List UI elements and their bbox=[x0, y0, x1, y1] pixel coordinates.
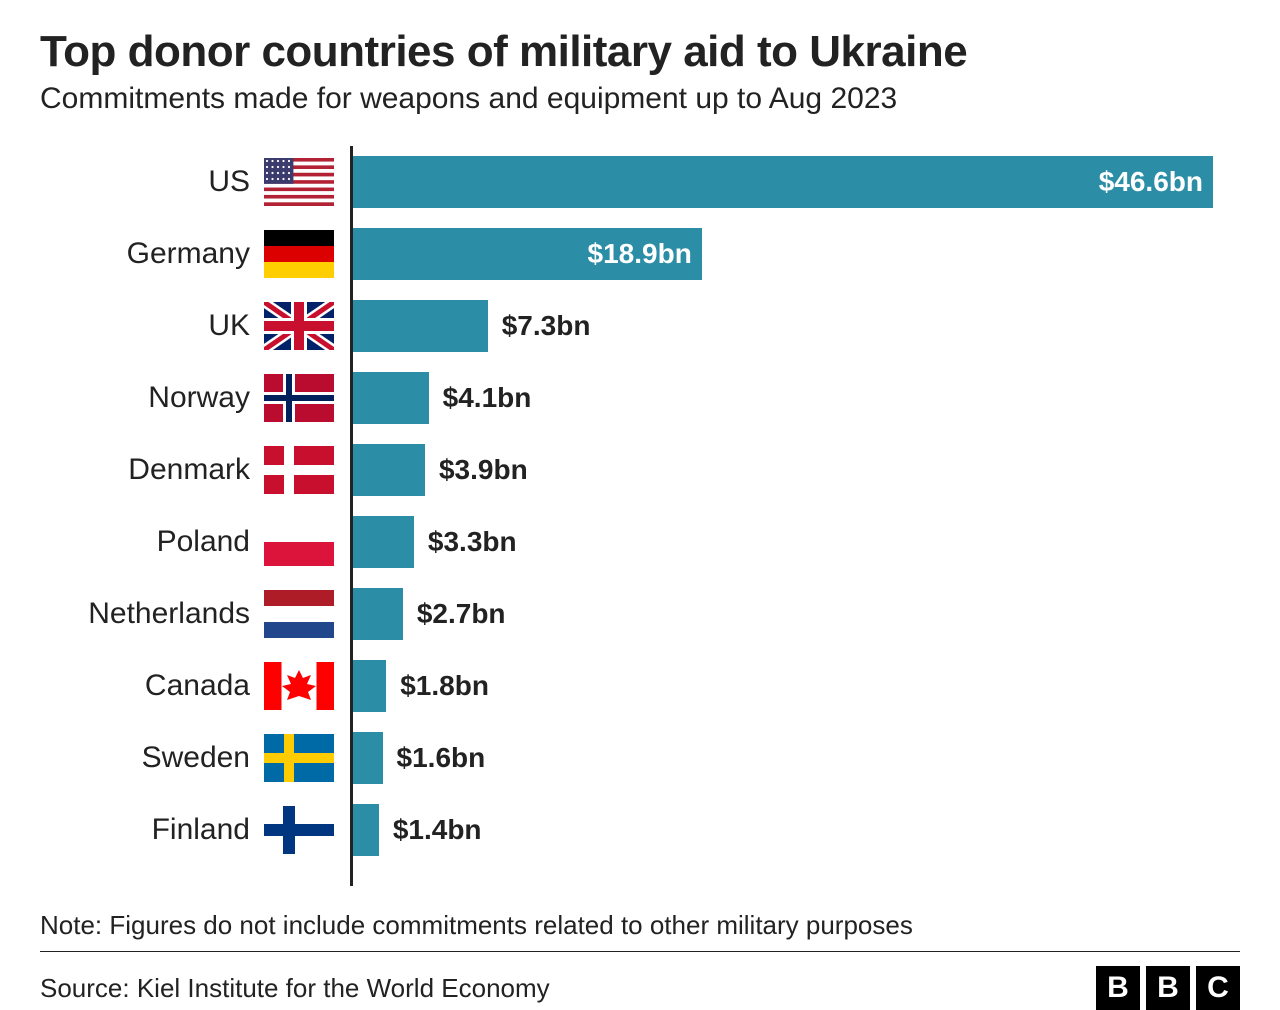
chart-row: Canada $1.8bn bbox=[40, 650, 1240, 722]
bar bbox=[353, 516, 414, 568]
bar: $46.6bn bbox=[353, 156, 1213, 208]
value-label: $7.3bn bbox=[502, 310, 591, 342]
bar-column: $46.6bn bbox=[350, 146, 1240, 218]
chart-row: US $46.6bn bbox=[40, 146, 1240, 218]
se-flag-icon bbox=[264, 734, 334, 782]
chart-footer: Source: Kiel Institute for the World Eco… bbox=[40, 951, 1240, 1010]
label-column: Canada bbox=[40, 662, 350, 710]
value-label: $3.9bn bbox=[439, 454, 528, 486]
chart-row: UK $7.3bn bbox=[40, 290, 1240, 362]
bbc-logo: B B C bbox=[1096, 966, 1240, 1010]
label-column: Denmark bbox=[40, 446, 350, 494]
chart-row: Finland $1.4bn bbox=[40, 794, 1240, 866]
chart-row: Denmark $3.9bn bbox=[40, 434, 1240, 506]
value-label: $1.4bn bbox=[393, 814, 482, 846]
country-label: UK bbox=[208, 309, 250, 343]
bar-column: $18.9bn bbox=[350, 218, 1240, 290]
country-label: Sweden bbox=[142, 741, 250, 775]
chart-note: Note: Figures do not include commitments… bbox=[40, 910, 1240, 941]
country-label: Denmark bbox=[128, 453, 250, 487]
chart-row: Netherlands $2.7bn bbox=[40, 578, 1240, 650]
bbc-logo-letter: C bbox=[1196, 966, 1240, 1010]
chart-source: Source: Kiel Institute for the World Eco… bbox=[40, 973, 550, 1004]
bar-column: $4.1bn bbox=[350, 362, 1240, 434]
bar bbox=[353, 444, 425, 496]
fi-flag-icon bbox=[264, 806, 334, 854]
bar-column: $3.3bn bbox=[350, 506, 1240, 578]
value-label: $3.3bn bbox=[428, 526, 517, 558]
country-label: Netherlands bbox=[88, 597, 250, 631]
label-column: Sweden bbox=[40, 734, 350, 782]
chart-row: Poland $3.3bn bbox=[40, 506, 1240, 578]
bar-column: $1.6bn bbox=[350, 722, 1240, 794]
bar bbox=[353, 300, 488, 352]
bar bbox=[353, 588, 403, 640]
bar-column: $2.7bn bbox=[350, 578, 1240, 650]
bar-column: $7.3bn bbox=[350, 290, 1240, 362]
nl-flag-icon bbox=[264, 590, 334, 638]
label-column: Poland bbox=[40, 518, 350, 566]
bar bbox=[353, 372, 429, 424]
chart-title: Top donor countries of military aid to U… bbox=[40, 28, 1240, 76]
chart-row: Germany $18.9bn bbox=[40, 218, 1240, 290]
us-flag-icon bbox=[264, 158, 334, 206]
dk-flag-icon bbox=[264, 446, 334, 494]
country-label: US bbox=[208, 165, 250, 199]
bar bbox=[353, 732, 383, 784]
label-column: Netherlands bbox=[40, 590, 350, 638]
label-column: US bbox=[40, 158, 350, 206]
bar-column: $1.4bn bbox=[350, 794, 1240, 866]
bar-column: $3.9bn bbox=[350, 434, 1240, 506]
label-column: Finland bbox=[40, 806, 350, 854]
pl-flag-icon bbox=[264, 518, 334, 566]
bar bbox=[353, 660, 386, 712]
bbc-logo-letter: B bbox=[1096, 966, 1140, 1010]
label-column: UK bbox=[40, 302, 350, 350]
country-label: Canada bbox=[145, 669, 250, 703]
chart-subtitle: Commitments made for weapons and equipme… bbox=[40, 82, 1240, 116]
bar: $18.9bn bbox=[353, 228, 702, 280]
de-flag-icon bbox=[264, 230, 334, 278]
bar-column: $1.8bn bbox=[350, 650, 1240, 722]
label-column: Norway bbox=[40, 374, 350, 422]
value-label: $1.8bn bbox=[400, 670, 489, 702]
country-label: Finland bbox=[152, 813, 250, 847]
no-flag-icon bbox=[264, 374, 334, 422]
chart-row: Sweden $1.6bn bbox=[40, 722, 1240, 794]
bbc-logo-letter: B bbox=[1146, 966, 1190, 1010]
ca-flag-icon bbox=[264, 662, 334, 710]
bar bbox=[353, 804, 379, 856]
country-label: Germany bbox=[127, 237, 250, 271]
gb-flag-icon bbox=[264, 302, 334, 350]
chart-row: Norway $4.1bn bbox=[40, 362, 1240, 434]
value-label: $1.6bn bbox=[397, 742, 486, 774]
value-label: $4.1bn bbox=[443, 382, 532, 414]
label-column: Germany bbox=[40, 230, 350, 278]
country-label: Poland bbox=[157, 525, 250, 559]
value-label: $46.6bn bbox=[1099, 166, 1203, 198]
value-label: $2.7bn bbox=[417, 598, 506, 630]
value-label: $18.9bn bbox=[588, 238, 692, 270]
country-label: Norway bbox=[148, 381, 250, 415]
bar-chart: US $46.6bn Germany $18.9bn UK $7.3bn Norway $4.… bbox=[40, 146, 1240, 886]
